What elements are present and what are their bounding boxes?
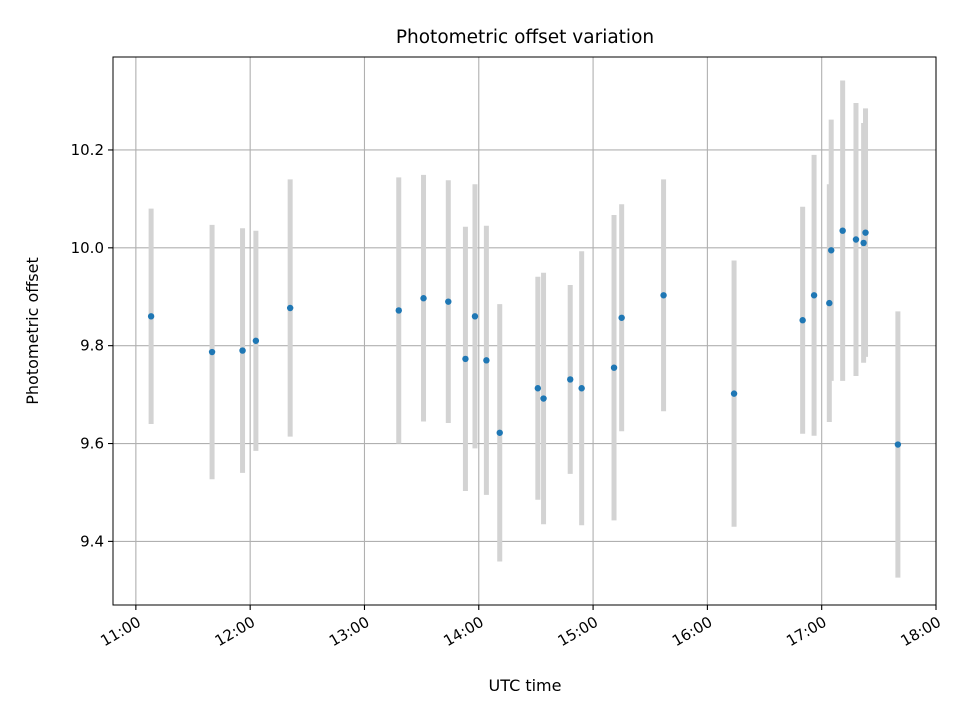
data-point bbox=[496, 429, 503, 436]
data-point bbox=[208, 348, 216, 356]
data-point bbox=[483, 357, 490, 364]
plot-frame bbox=[112, 56, 937, 606]
data-points bbox=[147, 227, 902, 448]
data-point bbox=[395, 307, 402, 314]
data-point bbox=[540, 395, 547, 402]
chart-title: Photometric offset variation bbox=[396, 27, 654, 48]
data-point bbox=[578, 385, 585, 392]
y-tick-label: 10.2 bbox=[71, 141, 104, 159]
y-axis-title: Photometric offset bbox=[23, 257, 42, 405]
data-point bbox=[826, 299, 833, 307]
data-point bbox=[828, 247, 835, 254]
data-point bbox=[471, 313, 479, 320]
data-point bbox=[660, 292, 667, 299]
data-point bbox=[239, 347, 246, 354]
data-point bbox=[862, 229, 869, 236]
data-point bbox=[286, 304, 294, 312]
data-point bbox=[567, 376, 574, 383]
data-point bbox=[839, 227, 846, 234]
y-axis-ticks: 9.4 9.6 9.8 10.0 10.2 bbox=[71, 141, 113, 550]
data-point bbox=[610, 364, 618, 371]
data-point bbox=[894, 441, 902, 448]
data-point bbox=[445, 298, 452, 305]
data-point bbox=[420, 295, 427, 302]
data-point bbox=[852, 236, 860, 243]
data-point bbox=[534, 385, 542, 392]
y-tick-label: 9.4 bbox=[80, 532, 104, 550]
data-point bbox=[730, 390, 738, 397]
data-point bbox=[810, 292, 818, 299]
data-point bbox=[799, 317, 806, 324]
data-point bbox=[618, 314, 625, 321]
data-point bbox=[860, 239, 867, 247]
data-point bbox=[462, 355, 469, 363]
y-tick-label: 9.6 bbox=[80, 435, 104, 453]
x-axis-title: UTC time bbox=[489, 676, 562, 695]
y-tick-label: 10.0 bbox=[71, 239, 104, 257]
data-point bbox=[147, 313, 155, 320]
y-tick-label: 9.8 bbox=[80, 337, 104, 355]
data-point bbox=[252, 337, 260, 344]
